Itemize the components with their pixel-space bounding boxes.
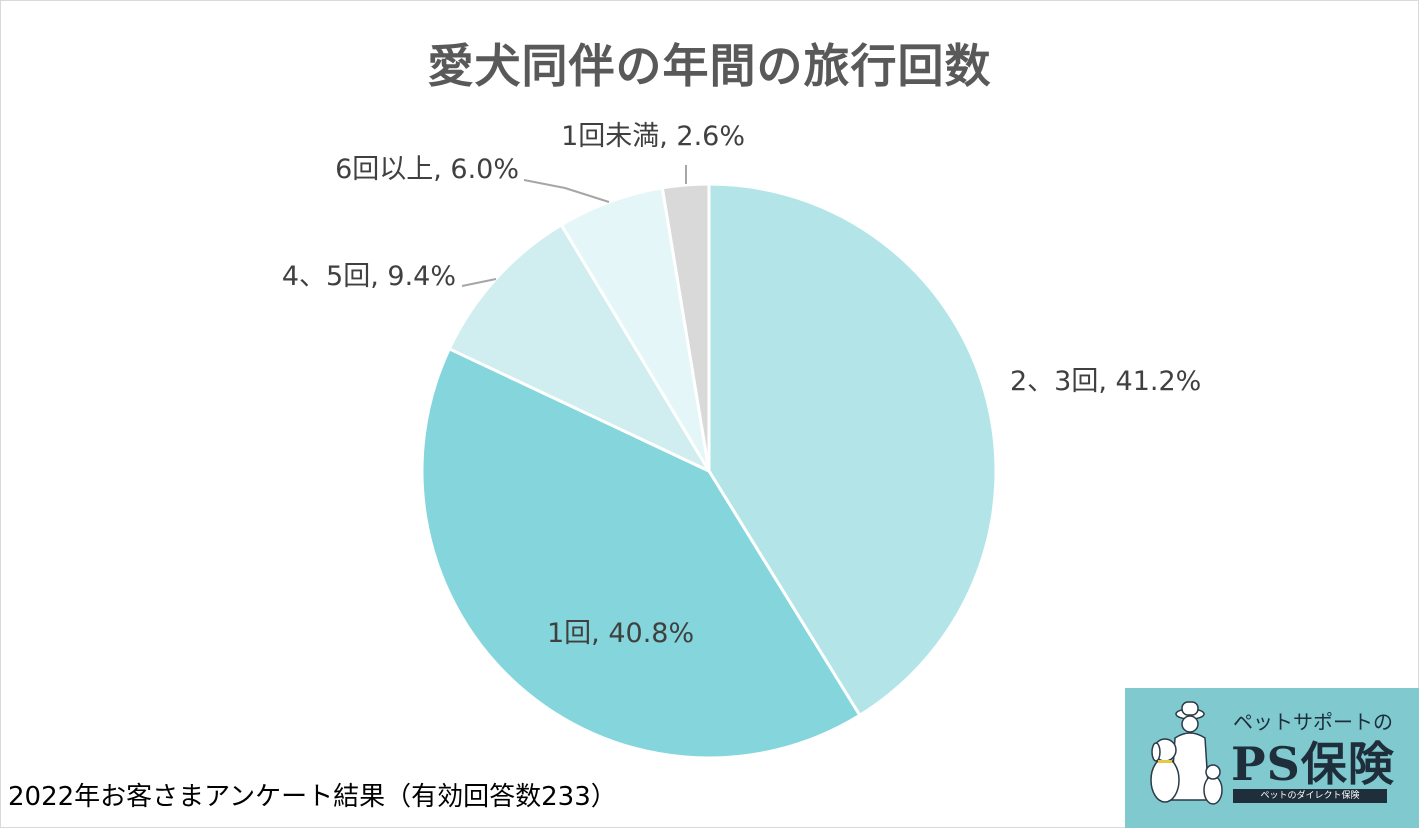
slice-data-label: 1回未満, 2.6%: [561, 121, 745, 152]
slice-data-label: 6回以上, 6.0%: [335, 154, 519, 185]
pie-slice: [707, 182, 998, 718]
pet-owner-illustration-icon: [1150, 701, 1223, 805]
leader-line: [461, 278, 497, 287]
footnote: 2022年お客さまアンケート結果（有効回答数233）: [8, 782, 617, 812]
pie-slice: [420, 346, 862, 760]
ps-insurance-logo: ペットサポートの PS保険 ペットのダイレクト保険: [1125, 688, 1419, 828]
pie-slice: [447, 222, 713, 475]
leader-line: [523, 179, 610, 203]
slice-data-label: 1回, 40.8%: [547, 618, 694, 649]
logo-tagline: ペットサポートの: [1233, 710, 1393, 734]
chart-title: 愛犬同伴の年間の旅行回数: [427, 39, 992, 93]
pie-slice: [660, 182, 711, 472]
slice-data-label: 4、5回, 9.4%: [282, 261, 456, 292]
logo-name: PS保険: [1231, 737, 1395, 791]
logo-subtitle: ペットのダイレクト保険: [1233, 789, 1387, 803]
slice-data-label: 2、3回, 41.2%: [1010, 366, 1201, 397]
